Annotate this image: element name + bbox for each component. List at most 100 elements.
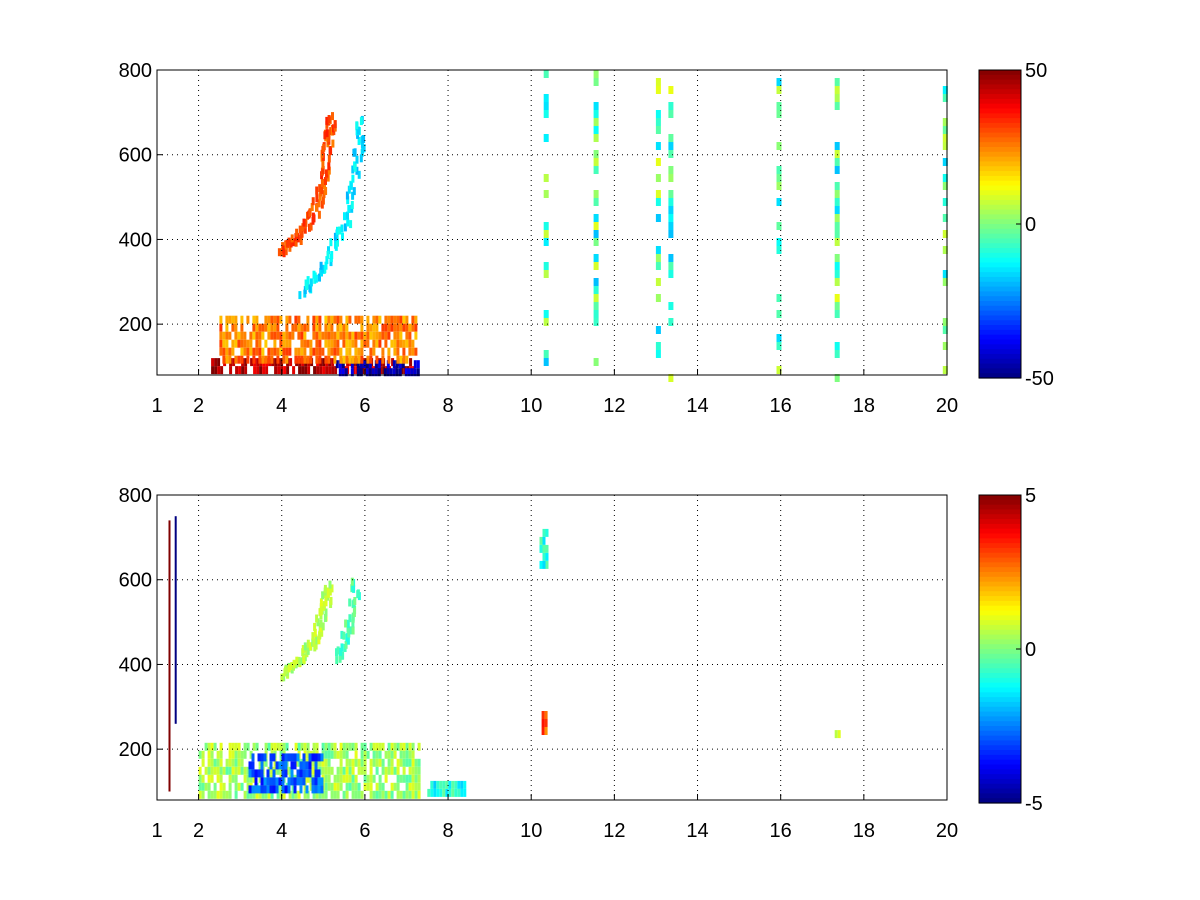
heatmap-cell — [257, 769, 261, 778]
heatmap-cell — [318, 323, 322, 332]
heatmap-cell — [291, 323, 295, 332]
heatmap-cell — [211, 358, 215, 367]
heatmap-cell — [276, 355, 280, 364]
heatmap-cell — [360, 758, 364, 767]
heatmap-cell — [411, 742, 415, 751]
heatmap-cell — [210, 742, 214, 751]
heatmap-cell — [408, 774, 412, 783]
heatmap-cell — [366, 323, 370, 332]
heatmap-cell — [258, 758, 262, 767]
heatmap-cell — [543, 134, 549, 142]
heatmap-cell — [331, 139, 335, 148]
heatmap-cell — [288, 347, 292, 356]
heatmap-cell — [248, 761, 252, 770]
heatmap-cell — [593, 310, 599, 318]
heatmap-cell — [356, 589, 360, 598]
heatmap-cell — [339, 782, 343, 791]
colorbar-segment — [979, 750, 1021, 756]
heatmap-cell — [427, 788, 431, 797]
heatmap-cell — [261, 331, 265, 340]
heatmap-cell — [264, 355, 268, 364]
heatmap-cell — [327, 774, 331, 783]
heatmap-cell — [439, 780, 443, 789]
feature-patch — [834, 730, 841, 739]
colorbar-segment — [979, 649, 1021, 655]
heatmap-cell — [543, 102, 549, 110]
colorbar-segment — [979, 349, 1021, 355]
heatmap-cell — [249, 774, 253, 783]
heatmap-cell — [317, 777, 321, 786]
heatmap-cell — [396, 347, 400, 356]
heatmap-cell — [240, 315, 244, 324]
heatmap-cell — [201, 750, 205, 759]
heatmap-cell — [219, 758, 223, 767]
heatmap-cell — [593, 198, 599, 206]
heatmap-cell — [366, 315, 370, 324]
heatmap-cell — [378, 331, 382, 340]
heatmap-cell — [655, 142, 661, 150]
heatmap-cell — [306, 774, 310, 783]
heatmap-cell — [336, 339, 340, 348]
heatmap-cell — [282, 355, 286, 364]
colorbar-segment — [979, 276, 1021, 283]
heatmap-cell — [312, 323, 316, 332]
colorbar-segment — [979, 257, 1021, 264]
colorbar-segment — [979, 774, 1021, 780]
heatmap-cell — [237, 331, 241, 340]
heatmap-cell — [387, 323, 391, 332]
heatmap-cell — [396, 339, 400, 348]
plot-frame — [156, 494, 948, 801]
heatmap-cell — [267, 347, 271, 356]
heatmap-cell — [231, 758, 235, 767]
heatmap-cell — [335, 656, 339, 665]
heatmap-cell — [308, 769, 312, 778]
heatmap-cell — [414, 323, 418, 332]
heatmap-cell — [302, 761, 306, 770]
heatmap-cell — [351, 619, 355, 628]
heatmap-cell — [399, 355, 403, 364]
heatmap-cell — [352, 148, 356, 157]
colorbar-segment — [979, 543, 1021, 549]
heatmap-cell — [225, 323, 229, 332]
heatmap-cell — [417, 742, 421, 751]
heatmap-cell — [369, 774, 373, 783]
heatmap-cell — [543, 70, 549, 78]
heatmap-cell — [314, 769, 318, 778]
heatmap-cell — [306, 339, 310, 348]
heatmap-cell — [342, 355, 346, 364]
heatmap-cell — [448, 788, 452, 797]
colorbar-segment — [979, 788, 1021, 794]
heatmap-cell — [593, 214, 599, 222]
heatmap-cell — [273, 347, 277, 356]
heatmap-cell — [837, 730, 841, 739]
colorbar-segment — [979, 634, 1021, 640]
heatmap-cell — [321, 160, 325, 169]
heatmap-cell — [372, 774, 376, 783]
heatmap-cell — [246, 315, 250, 324]
heatmap-cell — [246, 774, 250, 783]
heatmap-cell — [275, 777, 279, 786]
heatmap-cell — [325, 129, 329, 138]
heatmap-cell — [776, 198, 782, 206]
heatmap-cell — [381, 355, 385, 364]
heatmap-cell — [314, 761, 318, 770]
heatmap-cell — [544, 719, 548, 727]
heatmap-cell — [329, 254, 333, 263]
heatmap-cell — [375, 750, 379, 759]
heatmap-cell — [293, 777, 297, 786]
heatmap-cell — [834, 166, 840, 174]
heatmap-cell — [348, 355, 352, 364]
heatmap-cell — [219, 774, 223, 783]
heatmap-cell — [240, 323, 244, 332]
heatmap-cell — [372, 339, 376, 348]
heatmap-cell — [655, 294, 661, 302]
heatmap-cell — [312, 270, 316, 279]
heatmap-cell — [231, 339, 235, 348]
heatmap-cell — [228, 315, 232, 324]
heatmap-cell — [593, 358, 599, 366]
heatmap-cell — [265, 366, 269, 375]
heatmap-cell — [942, 246, 948, 254]
colorbar-segment — [979, 769, 1021, 775]
heatmap-cell — [593, 134, 599, 142]
heatmap-cell — [414, 347, 418, 356]
